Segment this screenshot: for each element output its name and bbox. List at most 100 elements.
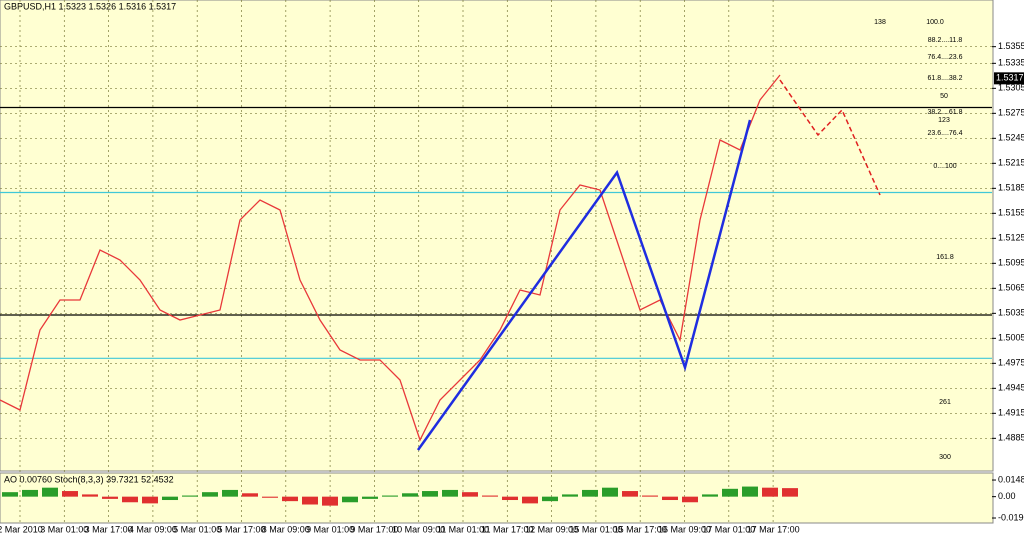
y-tick-label: -0.01905	[998, 512, 1024, 522]
y-tick-label: 1.5335	[998, 58, 1024, 68]
x-tick-label: 12 Mar 09:00	[525, 524, 578, 534]
y-tick-label: 0.01482	[998, 474, 1024, 484]
y-tick-label: 1.5305	[998, 83, 1024, 93]
price-panel	[0, 0, 994, 472]
projection-line	[779, 79, 881, 196]
ao-bar	[342, 496, 358, 503]
ao-bar	[262, 496, 278, 498]
ao-bar	[42, 487, 58, 497]
y-tick-label: 1.5185	[998, 183, 1024, 193]
ao-bar	[742, 486, 758, 497]
current-price-box	[994, 72, 1024, 85]
ao-bar	[362, 496, 378, 499]
ao-bar	[22, 489, 38, 497]
ao-bar	[502, 496, 518, 501]
ao-bar	[722, 488, 738, 497]
y-tick-label: 1.5005	[998, 333, 1024, 343]
chart-title: GBPUSD,H1 1.5323 1.5326 1.5316 1.5317	[4, 1, 176, 11]
ao-bar	[562, 494, 578, 497]
x-tick-label: 11 Mar 01:00	[437, 524, 489, 534]
y-tick-label: 1.4915	[998, 408, 1024, 418]
x-tick-label: 10 Mar 09:00	[392, 524, 445, 534]
fib-label: 61.8....38.2	[927, 75, 962, 82]
ao-bar	[602, 487, 618, 497]
y-tick-label: 1.4885	[998, 433, 1024, 443]
y-tick-label: 1.4975	[998, 358, 1024, 368]
ao-bar	[242, 493, 258, 497]
x-tick-label: 3 Mar 01:00	[40, 524, 88, 534]
y-tick-label: 1.5065	[998, 283, 1024, 293]
y-tick-label: 1.4945	[998, 383, 1024, 393]
y-tick-label: 0.00	[998, 491, 1016, 501]
indicator-title: AO 0.00760 Stoch(8,3,3) 39.7321 52.4532	[4, 474, 174, 484]
fib-label: 88.2....11.8	[928, 37, 963, 44]
fib-label: 76.4....23.6	[927, 54, 962, 61]
ao-bar	[202, 492, 218, 497]
x-tick-label: 3 Mar 17:00	[85, 524, 133, 534]
y-tick-label: 1.5125	[998, 233, 1024, 243]
y-tick-label: 1.5035	[998, 308, 1024, 318]
fib-label: 123	[938, 117, 950, 124]
ao-bar	[2, 492, 18, 497]
ao-bar	[102, 496, 118, 499]
ao-bar	[382, 495, 398, 497]
fib-label: 0....100	[933, 163, 956, 170]
ao-bar	[682, 496, 698, 503]
y-tick-label: 1.5245	[998, 133, 1024, 143]
price-line	[0, 74, 781, 442]
ao-bar	[162, 496, 178, 501]
current-price-label: 1.5317	[996, 73, 1024, 83]
fib-label: 50	[940, 93, 948, 100]
x-tick-label: 11 Mar 17:00	[481, 524, 533, 534]
x-tick-label: 5 Mar 17:00	[217, 524, 265, 534]
y-tick-label: 1.5275	[998, 108, 1024, 118]
x-tick-label: 2 Mar 2010	[0, 524, 43, 534]
ao-bar	[462, 492, 478, 497]
ao-bar	[222, 489, 238, 497]
ao-bar	[122, 496, 138, 503]
ao-bar	[302, 496, 318, 505]
ao-bar	[422, 491, 438, 497]
fib-label: 261	[939, 399, 951, 406]
fib-label: 138	[874, 19, 886, 26]
ao-bar	[622, 491, 638, 497]
fib-label: 100.0	[926, 19, 944, 26]
y-tick-label: 1.5215	[998, 158, 1024, 168]
ao-bar	[182, 495, 198, 497]
x-tick-label: 4 Mar 09:00	[129, 524, 177, 534]
x-tick-label: 17 Mar 17:00	[747, 524, 800, 534]
ao-bar	[142, 496, 158, 504]
ao-bar	[582, 489, 598, 497]
ao-bar	[442, 489, 458, 497]
fib-label: 300	[939, 454, 951, 461]
y-tick-label: 1.5355	[998, 41, 1024, 51]
ao-bar	[762, 487, 778, 497]
ao-bar	[702, 494, 718, 497]
x-tick-label: 15 Mar 17:00	[614, 524, 667, 534]
y-tick-label: 1.5155	[998, 208, 1024, 218]
ao-bar	[282, 496, 298, 502]
fib-label: 161.8	[936, 254, 954, 261]
pattern-line	[416, 119, 752, 451]
x-tick-label: 8 Mar 09:00	[262, 524, 310, 534]
ao-bar	[62, 491, 78, 497]
ao-bar	[402, 493, 418, 497]
ao-bar	[542, 496, 558, 502]
x-tick-label: 16 Mar 09:00	[658, 524, 711, 534]
ao-bar	[782, 488, 798, 497]
fib-label: 23.6....76.4	[927, 130, 962, 137]
ao-bar	[322, 496, 338, 506]
x-tick-label: 9 Mar 01:00	[306, 524, 354, 534]
y-tick-label: 1.5095	[998, 258, 1024, 268]
ao-bar	[642, 495, 658, 497]
ao-bar	[662, 496, 678, 501]
ao-bar	[82, 494, 98, 497]
x-tick-label: 9 Mar 17:00	[350, 524, 398, 534]
ao-bar	[482, 495, 498, 497]
x-tick-label: 15 Mar 01:00	[569, 524, 622, 534]
x-tick-label: 5 Mar 01:00	[173, 524, 221, 534]
fib-label: 38.2....61.8	[927, 109, 962, 116]
ao-bar	[522, 496, 538, 504]
x-tick-label: 17 Mar 01:00	[702, 524, 755, 534]
